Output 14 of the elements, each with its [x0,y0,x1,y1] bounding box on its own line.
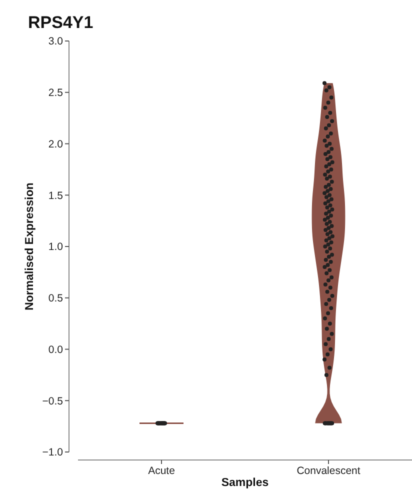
y-tick-label: −0.5 [42,395,64,408]
y-tick-label: −1.0 [42,446,64,459]
x-axis-title: Samples [221,477,269,489]
chart-title: RPS4Y1 [28,13,94,32]
y-tick-label: 1.0 [48,241,64,254]
y-tick-label: 0.5 [48,292,64,305]
x-tick-label: Acute [148,465,176,477]
y-tick-label: 2.5 [48,87,64,100]
y-tick-label: 0.0 [48,344,64,356]
y-axis-title: Normalised Expression [24,182,36,310]
y-tick-label: 1.5 [48,190,64,202]
y-tick-label: 2.0 [48,138,64,150]
y-tick-label: 3.0 [48,36,64,48]
x-tick-label: Convalescent [296,465,360,477]
